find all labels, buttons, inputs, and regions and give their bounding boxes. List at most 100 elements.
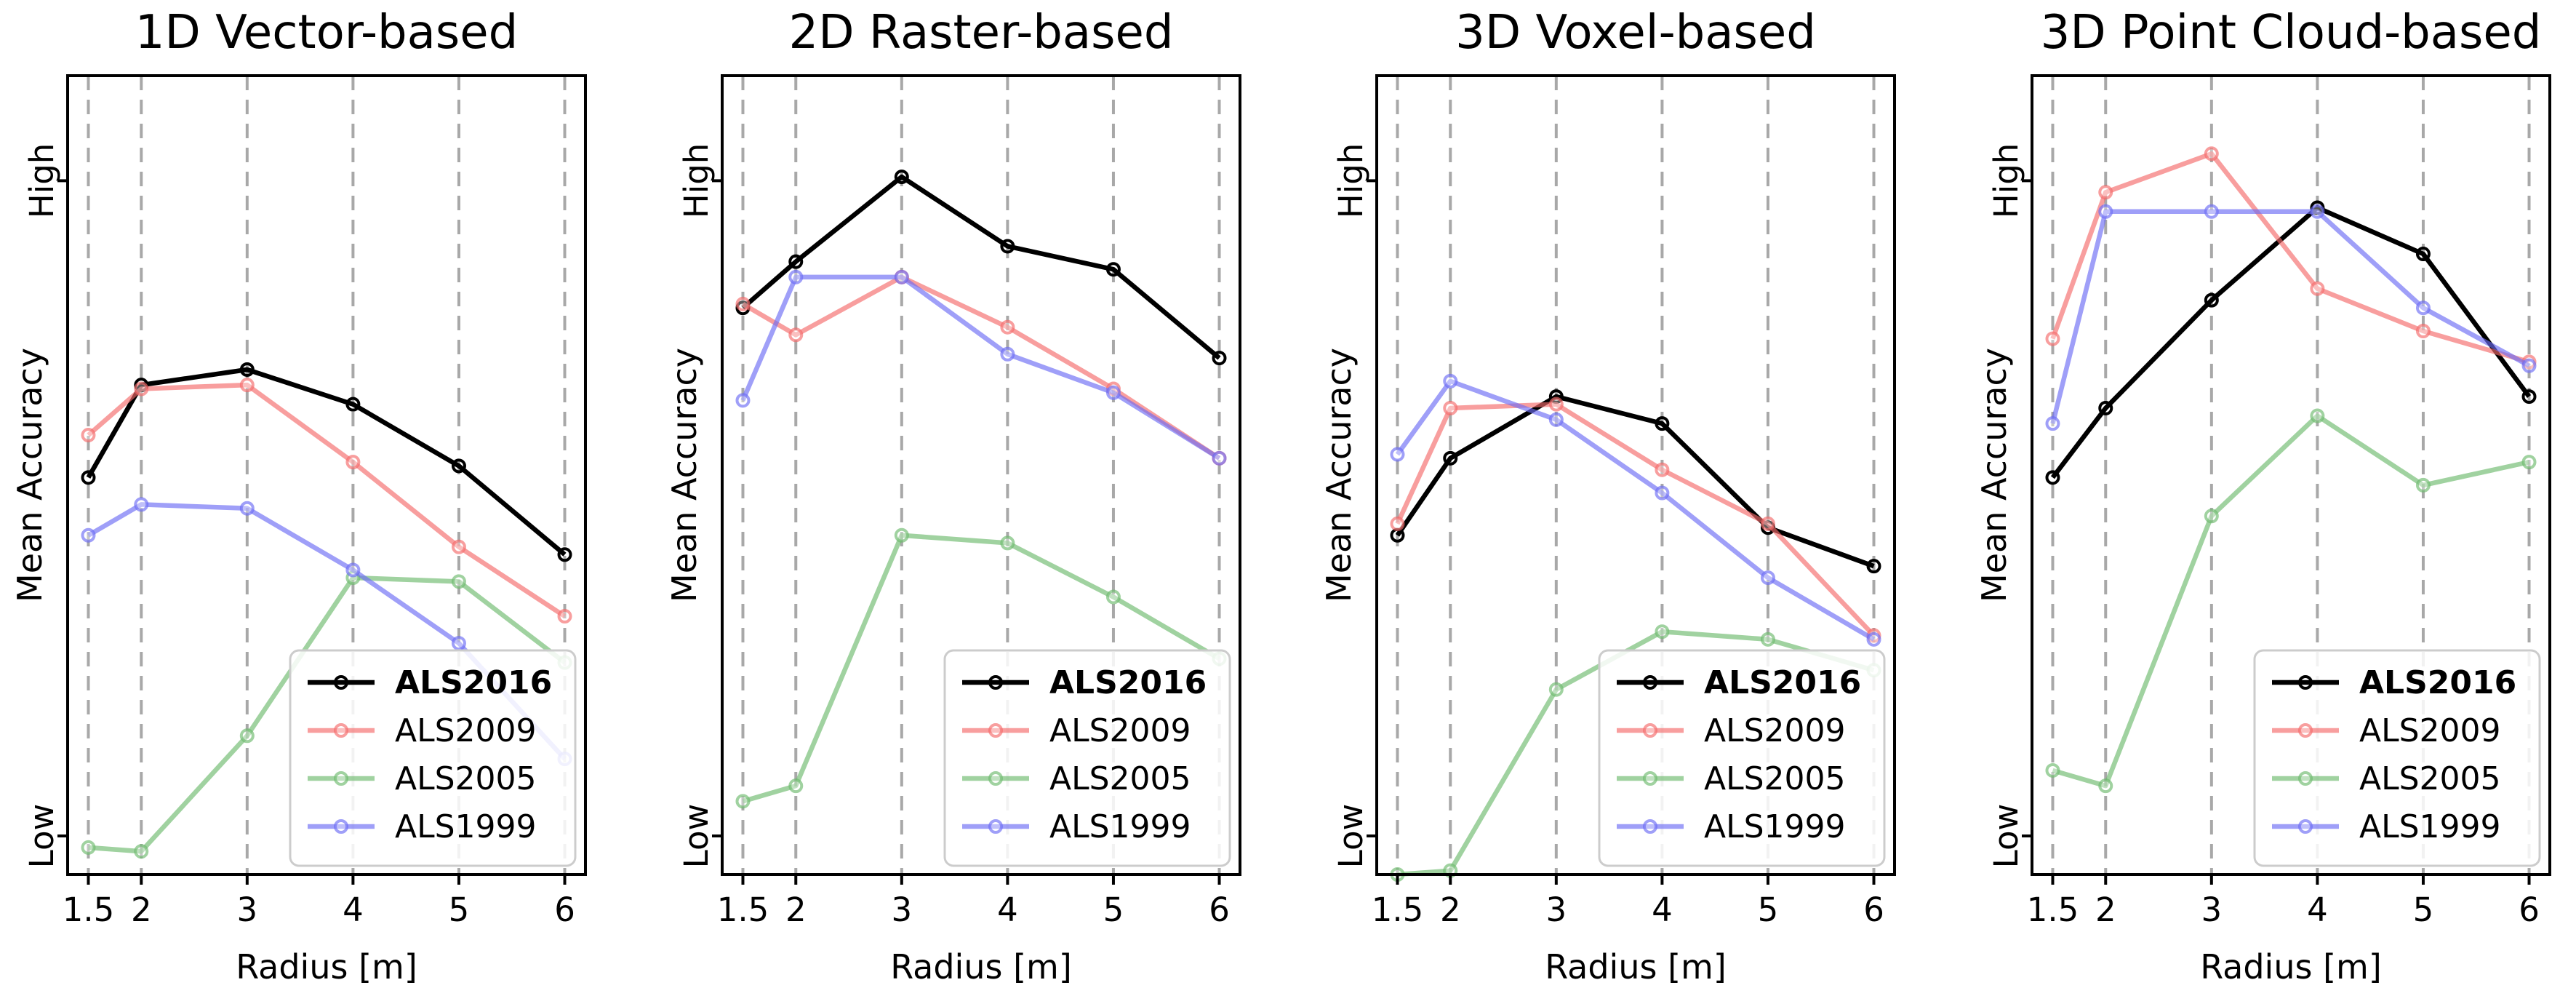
data-point-als1999-2: [2098, 204, 2113, 219]
y-axis-label: Mean Accuracy: [665, 348, 704, 602]
legend: ALS2016 ALS2009 ALS2005 ALS1999: [289, 649, 577, 867]
legend-label-als2005: ALS2005: [395, 760, 537, 797]
x-tick-label-5: 5: [1103, 891, 1124, 929]
legend-label-als1999: ALS1999: [2359, 808, 2501, 845]
legend-label-als2016: ALS2016: [395, 664, 552, 701]
data-point-als2005-6: [2521, 455, 2537, 470]
data-point-als2009-4: [345, 455, 361, 470]
legend-marker-als1999: [1643, 819, 1657, 834]
y-axis-label: Mean Accuracy: [10, 348, 49, 602]
legend-label-als2016: ALS2016: [1049, 664, 1207, 701]
legend-marker-als2016: [2298, 675, 2313, 690]
x-tick-label-4: 4: [1652, 891, 1673, 929]
axes-frame: [66, 74, 587, 876]
x-tick-label-5: 5: [2413, 891, 2434, 929]
legend-marker-als2016: [334, 675, 348, 690]
legend-box: [289, 649, 577, 867]
data-point-als2005-2: [2098, 778, 2113, 794]
data-point-als2016-1: [2045, 470, 2060, 485]
legend-marker-als2016: [1643, 675, 1657, 690]
series-line-als2009: [87, 382, 567, 618]
legend-box: [2253, 649, 2541, 867]
x-tick-label-6: 6: [2519, 891, 2540, 929]
data-point-als2009-1: [1390, 516, 1405, 531]
x-tick-label-1: 1.5: [1372, 891, 1424, 929]
y-tick-label-low: Low: [23, 804, 61, 869]
legend-label-als2005: ALS2005: [1704, 760, 1846, 797]
data-point-als2009-6: [557, 609, 572, 624]
data-point-als2016-1: [81, 470, 96, 485]
data-point-als1999-6: [1212, 450, 1227, 466]
legend-marker-als2016: [988, 675, 1003, 690]
legend-label-als2016: ALS2016: [1704, 664, 1861, 701]
legend-label-als2016: ALS2016: [2359, 664, 2516, 701]
y-tick-label-high: High: [1332, 143, 1370, 218]
data-point-als1999-2: [134, 497, 149, 512]
series-line-als2009: [741, 274, 1221, 461]
data-point-als2009-3: [1548, 397, 1564, 412]
data-point-als2009-2: [788, 327, 804, 343]
legend-label-als2009: ALS2009: [1049, 712, 1191, 749]
data-point-als1999-3: [239, 501, 255, 516]
chart-title: 1D Vector-based: [135, 6, 518, 60]
data-point-als2016-3: [239, 362, 255, 377]
y-tick-label-low: Low: [677, 804, 716, 869]
data-point-als2005-1: [81, 840, 96, 855]
y-tick-label-high: High: [677, 143, 716, 218]
x-tick-label-6: 6: [1209, 891, 1230, 929]
data-point-als2009-4: [1655, 462, 1670, 477]
data-point-als2005-3: [239, 728, 255, 744]
data-point-als2009-2: [1443, 400, 1458, 415]
data-point-als1999-1: [1390, 447, 1405, 462]
x-tick-label-4: 4: [343, 891, 364, 929]
data-point-als1999-1: [2045, 416, 2060, 431]
legend: ALS2016 ALS2009 ALS2005 ALS1999: [943, 649, 1231, 867]
x-tick-label-1: 1.5: [717, 891, 769, 929]
x-axis-label: Radius [m]: [2200, 947, 2382, 987]
data-point-als2016-2: [788, 254, 804, 269]
data-point-als1999-4: [1655, 485, 1670, 501]
data-point-als2016-5: [451, 458, 466, 474]
data-point-als2016-3: [894, 170, 909, 185]
data-point-als2005-5: [451, 574, 466, 589]
data-point-als2016-6: [1212, 351, 1227, 366]
data-point-als2009-4: [2310, 281, 2325, 296]
legend-marker-als1999: [334, 819, 348, 834]
legend-box: [1598, 649, 1886, 867]
data-point-als2016-6: [2521, 389, 2537, 405]
series-line-als2016: [2050, 205, 2532, 479]
data-point-als2005-4: [1655, 624, 1670, 640]
x-axis-label: Radius [m]: [1545, 947, 1727, 987]
chart-panel-1: ALS2016 ALS2009 ALS2005 ALS1999 1.5 2 3 4 5 6 High…: [10, 6, 587, 987]
data-point-als2005-3: [2204, 509, 2219, 524]
data-point-als2016-1: [1390, 527, 1405, 543]
data-point-als2009-1: [735, 296, 751, 311]
legend: ALS2016 ALS2009 ALS2005 ALS1999: [2253, 649, 2541, 867]
data-point-als2005-4: [1000, 535, 1015, 551]
y-tick-label-high: High: [1987, 143, 2025, 218]
legend-label-als2005: ALS2005: [2359, 760, 2501, 797]
data-point-als1999-3: [1548, 412, 1564, 427]
data-point-als1999-5: [1105, 385, 1121, 400]
series-line-als1999: [1395, 378, 1876, 642]
series-line-als1999: [2050, 209, 2531, 424]
legend-label-als2009: ALS2009: [395, 712, 537, 749]
x-tick-label-2: 2: [2095, 891, 2116, 929]
legend-marker-als1999: [2298, 819, 2313, 834]
chart-title: 3D Voxel-based: [1455, 6, 1816, 60]
legend-marker-als2009: [334, 723, 348, 738]
data-point-als1999-5: [2415, 300, 2431, 316]
data-point-als2009-5: [1760, 516, 1775, 531]
data-point-als2005-2: [788, 778, 804, 794]
data-point-als2005-1: [735, 794, 751, 809]
x-tick-label-1: 1.5: [63, 891, 115, 929]
data-point-als2005-2: [134, 844, 149, 859]
legend-marker-als2009: [988, 723, 1003, 738]
x-tick-label-4: 4: [2307, 891, 2328, 929]
x-tick-label-2: 2: [785, 891, 807, 929]
data-point-als2009-4: [1000, 319, 1015, 335]
data-point-als2009-5: [451, 539, 466, 554]
series-line-als2009: [2050, 151, 2530, 364]
axes-frame: [2031, 74, 2551, 876]
data-point-als2016-4: [345, 397, 361, 412]
